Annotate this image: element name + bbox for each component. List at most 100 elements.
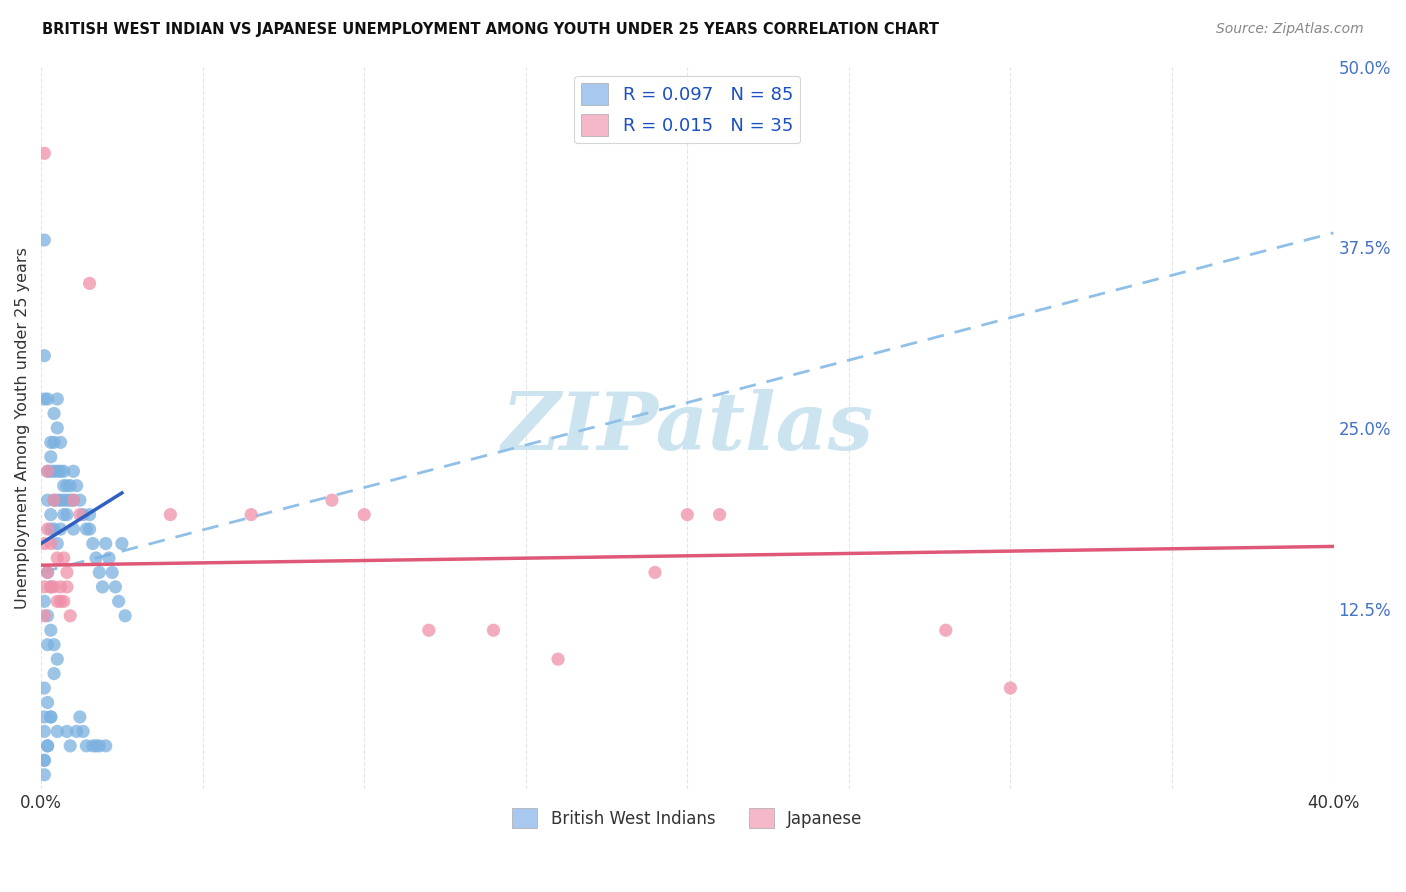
Point bbox=[42, 493, 65, 508]
Point bbox=[82, 536, 104, 550]
Point bbox=[39, 580, 62, 594]
Point bbox=[52, 493, 75, 508]
Point bbox=[37, 696, 59, 710]
Point bbox=[62, 522, 84, 536]
Point bbox=[104, 580, 127, 594]
Point bbox=[34, 536, 56, 550]
Point bbox=[46, 464, 69, 478]
Point bbox=[37, 739, 59, 753]
Point bbox=[52, 551, 75, 566]
Point bbox=[39, 624, 62, 638]
Point bbox=[94, 739, 117, 753]
Point bbox=[34, 724, 56, 739]
Point bbox=[34, 710, 56, 724]
Point bbox=[46, 536, 69, 550]
Point bbox=[353, 508, 375, 522]
Text: BRITISH WEST INDIAN VS JAPANESE UNEMPLOYMENT AMONG YOUTH UNDER 25 YEARS CORRELAT: BRITISH WEST INDIAN VS JAPANESE UNEMPLOY… bbox=[42, 22, 939, 37]
Point bbox=[89, 566, 111, 580]
Point bbox=[34, 681, 56, 695]
Point bbox=[46, 551, 69, 566]
Point bbox=[159, 508, 181, 522]
Legend: British West Indians, Japanese: British West Indians, Japanese bbox=[506, 801, 869, 835]
Point bbox=[49, 464, 72, 478]
Point bbox=[37, 464, 59, 478]
Point bbox=[72, 508, 94, 522]
Point bbox=[59, 739, 82, 753]
Point bbox=[39, 450, 62, 464]
Y-axis label: Unemployment Among Youth under 25 years: Unemployment Among Youth under 25 years bbox=[15, 247, 30, 609]
Point bbox=[39, 710, 62, 724]
Point bbox=[49, 435, 72, 450]
Point bbox=[34, 753, 56, 767]
Point bbox=[34, 594, 56, 608]
Point bbox=[46, 493, 69, 508]
Point bbox=[91, 580, 114, 594]
Point bbox=[34, 349, 56, 363]
Point bbox=[37, 739, 59, 753]
Point bbox=[240, 508, 263, 522]
Point bbox=[42, 435, 65, 450]
Point bbox=[935, 624, 957, 638]
Point bbox=[52, 594, 75, 608]
Point bbox=[39, 710, 62, 724]
Point bbox=[34, 392, 56, 406]
Point bbox=[709, 508, 731, 522]
Point bbox=[42, 464, 65, 478]
Point bbox=[37, 464, 59, 478]
Point bbox=[89, 739, 111, 753]
Point bbox=[37, 392, 59, 406]
Point bbox=[101, 566, 124, 580]
Point bbox=[59, 479, 82, 493]
Point bbox=[56, 508, 79, 522]
Point bbox=[39, 536, 62, 550]
Point bbox=[37, 522, 59, 536]
Point bbox=[107, 594, 129, 608]
Point bbox=[34, 146, 56, 161]
Point bbox=[37, 566, 59, 580]
Point bbox=[52, 479, 75, 493]
Point bbox=[1000, 681, 1022, 695]
Point bbox=[34, 580, 56, 594]
Point bbox=[37, 638, 59, 652]
Point bbox=[46, 594, 69, 608]
Point bbox=[75, 522, 97, 536]
Point bbox=[82, 739, 104, 753]
Point bbox=[46, 652, 69, 666]
Point bbox=[39, 464, 62, 478]
Point bbox=[34, 753, 56, 767]
Point bbox=[56, 493, 79, 508]
Point bbox=[46, 421, 69, 435]
Point bbox=[114, 608, 136, 623]
Point bbox=[39, 508, 62, 522]
Point bbox=[59, 493, 82, 508]
Point bbox=[111, 536, 134, 550]
Point bbox=[62, 464, 84, 478]
Point bbox=[49, 522, 72, 536]
Point bbox=[547, 652, 569, 666]
Point bbox=[62, 493, 84, 508]
Text: ZIPatlas: ZIPatlas bbox=[502, 389, 873, 467]
Point bbox=[418, 624, 440, 638]
Point bbox=[56, 479, 79, 493]
Point bbox=[84, 551, 107, 566]
Point bbox=[62, 493, 84, 508]
Point bbox=[34, 608, 56, 623]
Point bbox=[56, 724, 79, 739]
Point bbox=[42, 666, 65, 681]
Point bbox=[66, 479, 89, 493]
Point bbox=[59, 608, 82, 623]
Point bbox=[42, 638, 65, 652]
Point bbox=[69, 493, 91, 508]
Point bbox=[69, 508, 91, 522]
Point bbox=[39, 435, 62, 450]
Point bbox=[644, 566, 666, 580]
Point bbox=[75, 739, 97, 753]
Point bbox=[79, 522, 101, 536]
Point bbox=[42, 522, 65, 536]
Point bbox=[56, 566, 79, 580]
Point bbox=[321, 493, 343, 508]
Point bbox=[66, 724, 89, 739]
Point bbox=[42, 493, 65, 508]
Point bbox=[49, 580, 72, 594]
Point bbox=[79, 508, 101, 522]
